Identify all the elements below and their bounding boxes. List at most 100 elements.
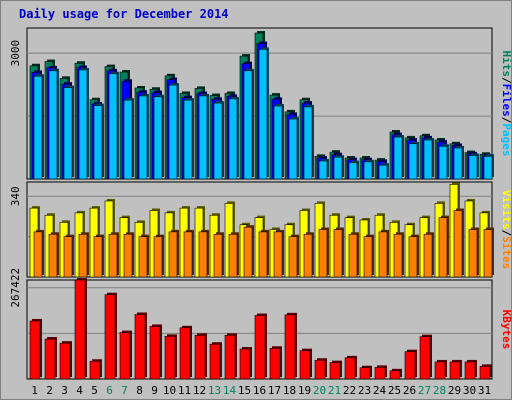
pages-bar [423,139,433,180]
kbytes-bar [359,367,371,380]
pages-bar [153,96,163,180]
sites-bar [243,226,253,278]
pages-bar [348,162,358,180]
pages-bar [303,106,313,180]
pages-bar [33,75,43,180]
sites-bar [318,229,328,278]
kbytes-bar [419,336,431,380]
sites-bar [438,217,448,278]
sites-bar [258,231,268,278]
x-tick-label: 15 [238,384,251,397]
kbytes-bar [149,326,161,380]
kbytes-bar [464,361,476,380]
x-tick-label: 9 [151,384,158,397]
x-tick-label: 3 [61,384,68,397]
pages-bar [273,105,283,180]
x-tick-label: 25 [388,384,401,397]
pages-bar [318,160,328,180]
x-tick-label: 14 [223,384,237,397]
x-tick-label: 27 [418,384,431,397]
sites-bar [333,229,343,278]
sites-bar [153,236,163,278]
kbytes-bar [179,327,191,380]
kbytes-bar [104,294,116,380]
y-max-label-1: 3000 [9,40,22,67]
x-tick-label: 16 [253,384,266,397]
sites-bar [198,231,208,278]
kbytes-bar [344,357,356,380]
legend-2: Visits/Sites [500,190,511,270]
sites-bar [453,210,463,278]
pages-bar [483,156,493,180]
x-tick-label: 6 [106,384,113,397]
sites-bar [78,233,88,278]
x-tick-label: 24 [373,384,387,397]
y-max-label-3: 267422 [9,268,22,308]
x-tick-label: 5 [91,384,98,397]
pages-bar [48,70,58,180]
sites-bar [378,231,388,278]
pages-bar [393,136,403,180]
pages-bar [468,155,478,180]
x-tick-label: 11 [178,384,191,397]
kbytes-bar [329,362,341,380]
x-tick-label: 29 [448,384,461,397]
sites-bar [213,233,223,278]
kbytes-bar [449,361,461,380]
sites-bar [33,231,43,278]
pages-bar [63,87,73,180]
x-tick-label: 26 [403,384,416,397]
sites-bar [93,236,103,278]
kbytes-bar [134,314,146,380]
kbytes-bar [89,360,101,380]
x-tick-label: 10 [163,384,176,397]
x-tick-label: 1 [31,384,38,397]
pages-bar [93,105,103,180]
sites-bar [123,233,133,278]
kbytes-bar [74,279,86,380]
pages-bar [198,95,208,180]
kbytes-bar [119,332,131,380]
pages-bar [228,98,238,180]
kbytes-bar [44,338,56,380]
sites-bar [363,236,373,278]
pages-bar [258,49,268,180]
kbytes-bar [29,320,41,380]
x-tick-label: 31 [478,384,491,397]
pages-bar [78,69,88,180]
legend-item: Hits [500,51,511,78]
sites-bar [138,236,148,278]
kbytes-bar [269,347,281,380]
pages-bar [123,99,133,180]
kbytes-bar [254,315,266,380]
x-tick-label: 22 [343,384,356,397]
sites-bar [408,236,418,278]
pages-bar [438,145,448,180]
sites-bar [483,229,493,278]
x-tick-label: 20 [313,384,326,397]
kbytes-bar [284,314,296,380]
x-tick-label: 4 [76,384,83,397]
pages-bar [243,70,253,180]
sites-bar [423,233,433,278]
sites-bar [288,236,298,278]
kbytes-bar [194,335,206,380]
x-tick-label: 2 [46,384,53,397]
x-tick-label: 12 [193,384,206,397]
sites-bar [48,233,58,278]
x-tick-label: 13 [208,384,221,397]
pages-bar [333,156,343,180]
kbytes-bar [434,361,446,380]
kbytes-bar [59,342,71,380]
pages-bar [183,99,193,180]
pages-bar [213,102,223,180]
pages-bar [138,95,148,180]
x-tick-label: 18 [283,384,296,397]
sites-bar [183,231,193,278]
x-tick-label: 28 [433,384,446,397]
pages-bar [108,73,118,180]
y-max-label-2: 340 [9,186,22,206]
kbytes-bar [479,366,491,380]
